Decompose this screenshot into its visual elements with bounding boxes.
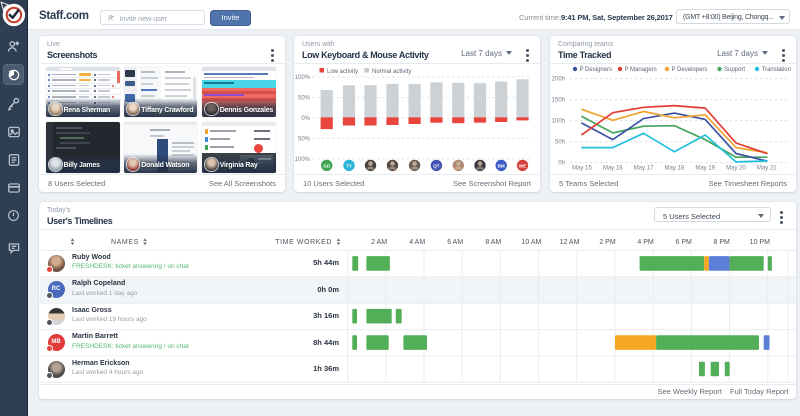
svg-text:P Designers: P Designers — [580, 67, 613, 73]
svg-text:WE: WE — [519, 163, 526, 168]
svg-text:2 PM: 2 PM — [599, 239, 616, 246]
svg-text:BM: BM — [498, 163, 505, 168]
svg-text:May 15: May 15 — [572, 166, 592, 172]
svg-text:P Developers: P Developers — [672, 67, 708, 73]
svg-text:4 PM: 4 PM — [637, 239, 654, 246]
svg-text:Low activity: Low activity — [327, 69, 358, 75]
svg-text:100h: 100h — [552, 119, 565, 125]
svg-text:May 20: May 20 — [726, 166, 746, 172]
svg-text:200h: 200h — [552, 77, 565, 83]
svg-text:May 17: May 17 — [634, 166, 654, 172]
svg-text:100%: 100% — [295, 75, 311, 81]
svg-text:QT: QT — [433, 163, 440, 168]
svg-text:NAMES: NAMES — [111, 239, 139, 246]
svg-text:50%: 50% — [298, 96, 311, 102]
svg-text:May 16: May 16 — [603, 166, 623, 172]
svg-text:12 AM: 12 AM — [560, 239, 580, 246]
svg-text:P Managers: P Managers — [625, 67, 657, 73]
svg-text:May 21: May 21 — [757, 166, 777, 172]
svg-text:100%: 100% — [295, 157, 311, 163]
svg-text:Support: Support — [724, 67, 745, 73]
svg-text:2 AM: 2 AM — [371, 239, 387, 246]
svg-text:Normal activity: Normal activity — [372, 69, 411, 75]
svg-text:TIME WORKED: TIME WORKED — [275, 239, 332, 246]
svg-text:10 PM: 10 PM — [750, 239, 770, 246]
svg-text:May 18: May 18 — [665, 166, 685, 172]
svg-text:0%: 0% — [301, 116, 310, 122]
svg-text:6 PM: 6 PM — [676, 239, 693, 246]
svg-text:GD: GD — [323, 163, 331, 168]
svg-text:8 PM: 8 PM — [714, 239, 731, 246]
svg-text:8 AM: 8 AM — [485, 239, 501, 246]
svg-text:0h: 0h — [558, 161, 565, 167]
svg-text:Translation: Translation — [762, 67, 791, 73]
svg-text:10 AM: 10 AM — [521, 239, 541, 246]
svg-text:150h: 150h — [552, 98, 565, 104]
svg-text:6 AM: 6 AM — [447, 239, 463, 246]
svg-text:May 19: May 19 — [695, 166, 715, 172]
svg-text:50h: 50h — [555, 140, 565, 146]
svg-text:50%: 50% — [298, 137, 311, 143]
svg-text:TY: TY — [346, 163, 352, 168]
svg-text:4 AM: 4 AM — [409, 239, 425, 246]
